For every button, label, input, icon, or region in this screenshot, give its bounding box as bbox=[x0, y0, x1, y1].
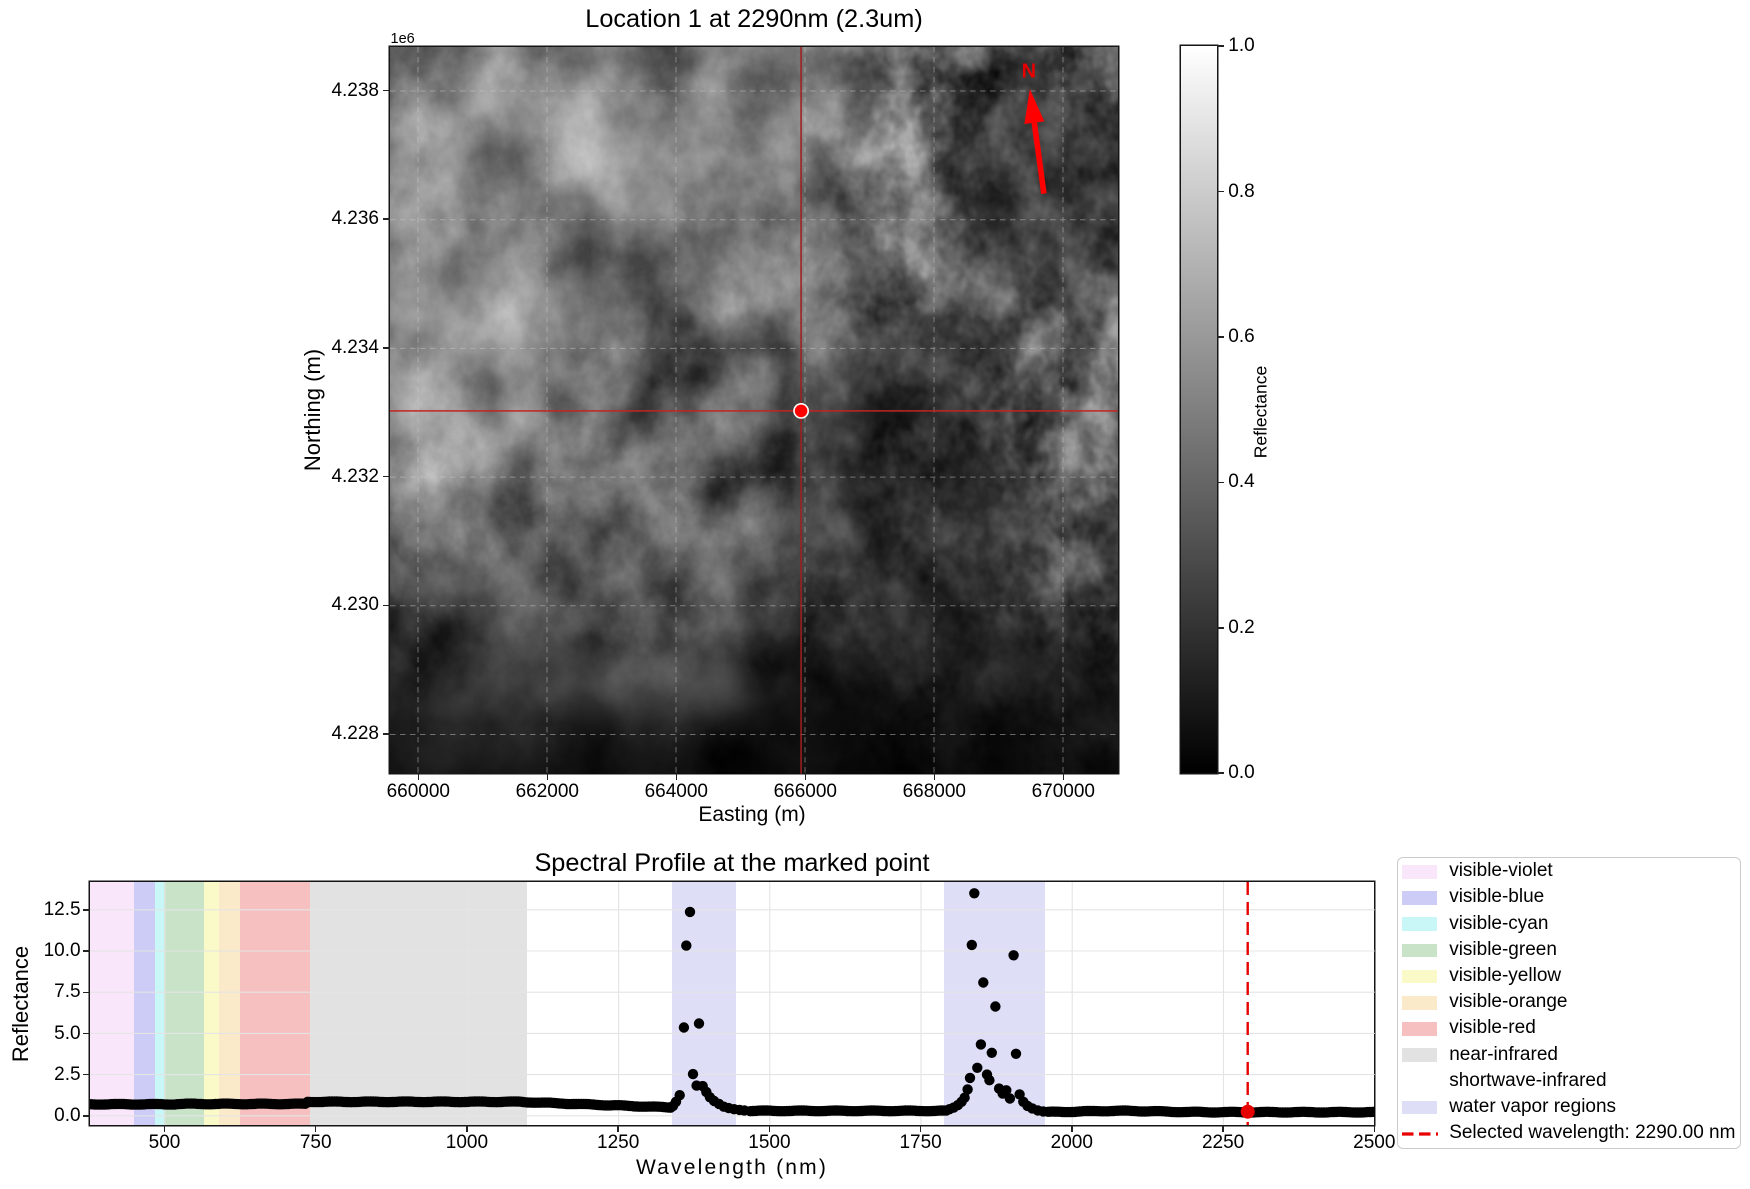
svg-text:N: N bbox=[1022, 60, 1036, 82]
